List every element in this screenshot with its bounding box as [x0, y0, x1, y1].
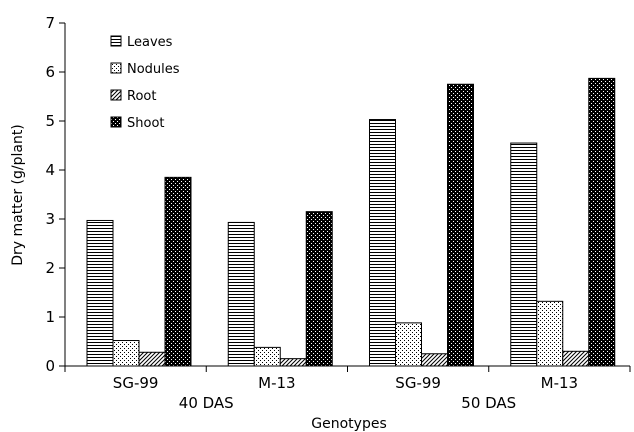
bar-nodules	[536, 300, 564, 367]
bar-root	[279, 358, 307, 367]
x-tick-label: SG-99	[113, 374, 159, 392]
y-tick-label: 4	[45, 161, 55, 179]
y-tick-label: 6	[45, 63, 55, 81]
y-tick-label: 7	[45, 14, 55, 32]
legend-swatch	[110, 62, 122, 74]
bar-nodules	[112, 340, 140, 367]
x-tick-label: SG-99	[395, 374, 441, 392]
group-label: 40 DAS	[179, 394, 234, 412]
bar-leaves	[510, 142, 538, 367]
y-tick-label: 0	[45, 357, 55, 375]
axis-labels: Dry matter (g/plant) Genotypes	[10, 124, 387, 432]
y-tick-label: 1	[45, 308, 55, 326]
bar-shoot	[164, 176, 192, 367]
bar-leaves	[86, 219, 114, 367]
bars	[86, 77, 616, 367]
x-tick-label: M-13	[541, 374, 578, 392]
legend-label: Leaves	[127, 35, 173, 50]
bar-root	[138, 351, 166, 367]
bar-shoot	[447, 83, 474, 367]
bar-shoot	[588, 77, 616, 367]
group-label: 50 DAS	[461, 394, 516, 412]
axes: 0 1 2 3 4 5 6 7 SG-99 M-13 SG-99 M-13 40 DAS 50 DAS	[45, 14, 631, 412]
bar-root	[421, 353, 448, 367]
bar-nodules	[253, 346, 281, 367]
legend-label: Shoot	[127, 116, 165, 131]
y-tick-label: 3	[45, 210, 55, 228]
legend-label: Root	[127, 89, 156, 104]
x-axis-label: Genotypes	[311, 416, 386, 432]
legend-swatch	[110, 89, 122, 101]
y-axis-label: Dry matter (g/plant)	[10, 124, 26, 266]
legend-swatch	[110, 116, 122, 128]
y-tick-label: 2	[45, 259, 55, 277]
legend: Leaves Nodules Root Shoot	[110, 35, 180, 131]
y-tick-label: 5	[45, 112, 55, 130]
bar-root	[562, 350, 590, 367]
bar-leaves	[369, 119, 396, 367]
bar-nodules	[395, 322, 422, 367]
bar-shoot	[305, 211, 333, 367]
legend-swatch	[110, 35, 122, 47]
x-tick-label: M-13	[258, 374, 295, 392]
legend-label: Nodules	[127, 62, 180, 77]
bar-leaves	[227, 221, 255, 367]
